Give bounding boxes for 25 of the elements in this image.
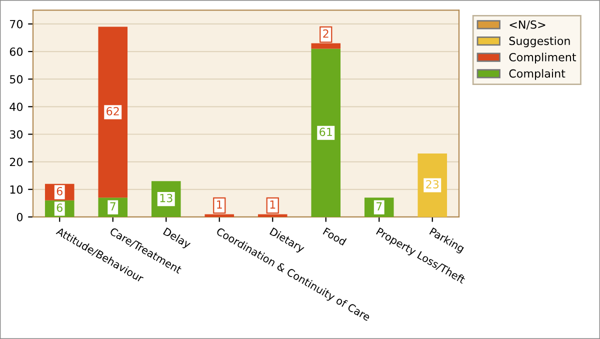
bar bbox=[311, 48, 341, 217]
legend-label: <N/S> bbox=[510, 20, 546, 30]
y-tick-label: 10 bbox=[10, 185, 23, 194]
data-label: 2 bbox=[323, 29, 328, 38]
data-label: 6 bbox=[56, 204, 62, 212]
legend-label: Compliment bbox=[509, 52, 576, 64]
data-label: 23 bbox=[426, 180, 439, 188]
data-label: 1 bbox=[217, 200, 222, 209]
y-tick-label: 60 bbox=[10, 48, 23, 56]
legend-label: Suggestion bbox=[509, 36, 570, 48]
data-label: 62 bbox=[106, 107, 119, 116]
data-label: 7 bbox=[376, 202, 382, 210]
y-tick-label: 0 bbox=[16, 212, 23, 222]
y-tick-label: 20 bbox=[10, 158, 23, 166]
y-tick-label: 30 bbox=[10, 130, 23, 139]
bar bbox=[98, 26, 128, 198]
data-label: 7 bbox=[110, 202, 116, 210]
data-label: 13 bbox=[160, 194, 172, 202]
y-tick-label: 40 bbox=[10, 102, 23, 112]
data-label: 61 bbox=[320, 128, 332, 136]
y-tick-label: 50 bbox=[10, 75, 23, 84]
data-label: 1 bbox=[270, 200, 276, 209]
y-tick-label: 70 bbox=[10, 20, 23, 28]
legend-label: Complaint bbox=[509, 69, 566, 80]
data-label: 6 bbox=[56, 186, 62, 196]
